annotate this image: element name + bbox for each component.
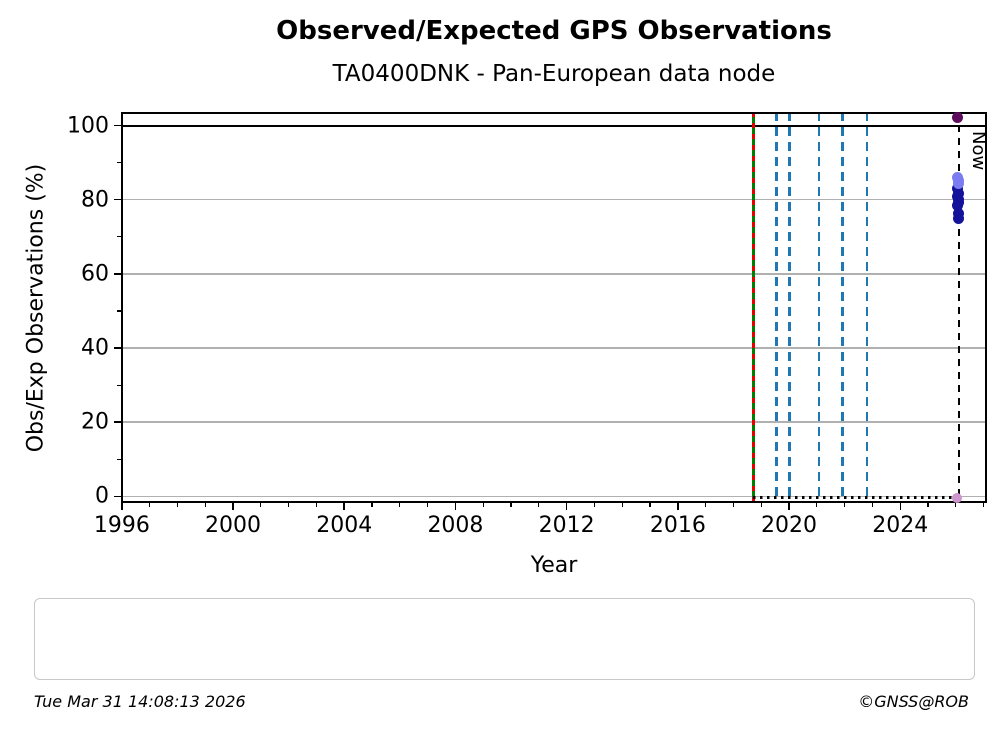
y-tick-label: 60 [81,261,109,287]
x-tick-label: 2000 [205,513,262,538]
y-tick-label: 100 [67,113,109,139]
x-tick-minor [399,503,401,507]
y-tick-minor [117,236,121,238]
x-tick-label: 2008 [427,513,484,538]
copyright-credit: ©GNSS@ROB [858,692,969,711]
now-annotation: Now [968,131,989,171]
x-tick-label: 2016 [649,513,706,538]
y-tick-minor [117,458,121,460]
y-tick-major [114,273,121,275]
y-tick-label: 80 [81,187,109,213]
x-tick-major [899,503,901,510]
y-tick-major [114,124,121,127]
x-tick-major [677,503,679,510]
y-tick-label: 0 [95,483,109,509]
y-tick-label: 20 [81,409,109,435]
y-gridline [121,273,987,275]
x-tick-minor [955,503,957,507]
point-gps_2f [952,213,964,225]
x-tick-minor [482,503,484,507]
point-rinex3 [952,111,964,123]
point-gps_1f [952,177,964,189]
plot-area: 1996 2000 2004 2008 2012 2016 2020 2024 0 20 40 60 8… [67,111,987,538]
point-gps_2f [952,200,964,212]
top-spine [121,112,987,114]
plot-timestamp: Tue Mar 31 14:08:13 2026 [34,692,246,711]
right-spine [985,112,987,503]
x-tick-major [121,503,123,510]
y-gridline [121,495,987,498]
event-line-blue-dashed [788,112,791,503]
event-line-blue-dashed [865,112,869,503]
x-tick-minor [593,503,596,507]
x-tick-label: 2024 [872,513,929,538]
y-tick-minor [117,310,121,312]
event-line-installation-red-dashes [752,112,755,503]
x-axis-label: Year [530,553,578,578]
x-tick-minor [649,503,651,507]
y-tick-minor [117,384,121,386]
legend: GPS 1f GPS 2+f obs ele log ele RINEX2 RI… [34,598,975,680]
x-tick-minor [510,503,512,507]
x-tick-minor [927,503,929,507]
x-tick-major [343,503,345,510]
event-line-blue-dashed [775,112,778,503]
event-line-blue-dashed [817,112,821,503]
x-tick-minor [371,503,373,507]
x-tick-major [454,503,457,510]
x-tick-minor [149,503,151,507]
chart-subtitle: TA0400DNK - Pan-European data node [332,61,776,87]
x-tick-minor [260,503,262,507]
x-tick-minor [176,503,179,507]
x-tick-label: 2020 [761,513,818,538]
x-tick-minor [983,503,985,507]
x-tick-minor [621,503,623,507]
y-tick-major [114,495,121,498]
x-tick-label: 1996 [93,513,150,538]
y-tick-major [114,198,121,201]
x-tick-minor [871,503,874,507]
left-spine [121,112,123,503]
y-tick-major [114,347,121,349]
x-tick-minor [315,503,318,507]
x-tick-minor [204,503,206,507]
y-gridline [121,347,987,349]
y-tick-label: 40 [81,335,109,361]
bottom-spine [121,501,987,503]
event-line-blue-dashed [841,112,844,503]
x-tick-major [565,503,568,510]
x-tick-label: 2012 [538,513,595,538]
x-tick-label: 2004 [316,513,373,538]
y-tick-major [114,421,121,423]
chart-title: Observed/Expected GPS Observations [276,16,832,46]
x-tick-minor [538,503,540,507]
x-tick-minor [427,503,429,507]
y-gridline [121,198,987,201]
x-tick-minor [288,503,290,507]
x-tick-minor [705,503,707,507]
x-tick-minor [760,503,762,507]
x-tick-major [788,503,790,510]
y-gridline [121,421,987,423]
y-axis-label: Obs/Exp Observations (%) [23,163,49,453]
series-line-log_ele [753,496,957,499]
y-tick-minor [117,162,121,164]
x-tick-major [232,503,234,510]
reference-line-100 [121,124,987,127]
x-tick-minor [844,503,846,507]
x-tick-minor [816,503,818,507]
point-obs_ele [951,492,962,503]
now-line [957,112,961,503]
x-tick-minor [732,503,735,507]
